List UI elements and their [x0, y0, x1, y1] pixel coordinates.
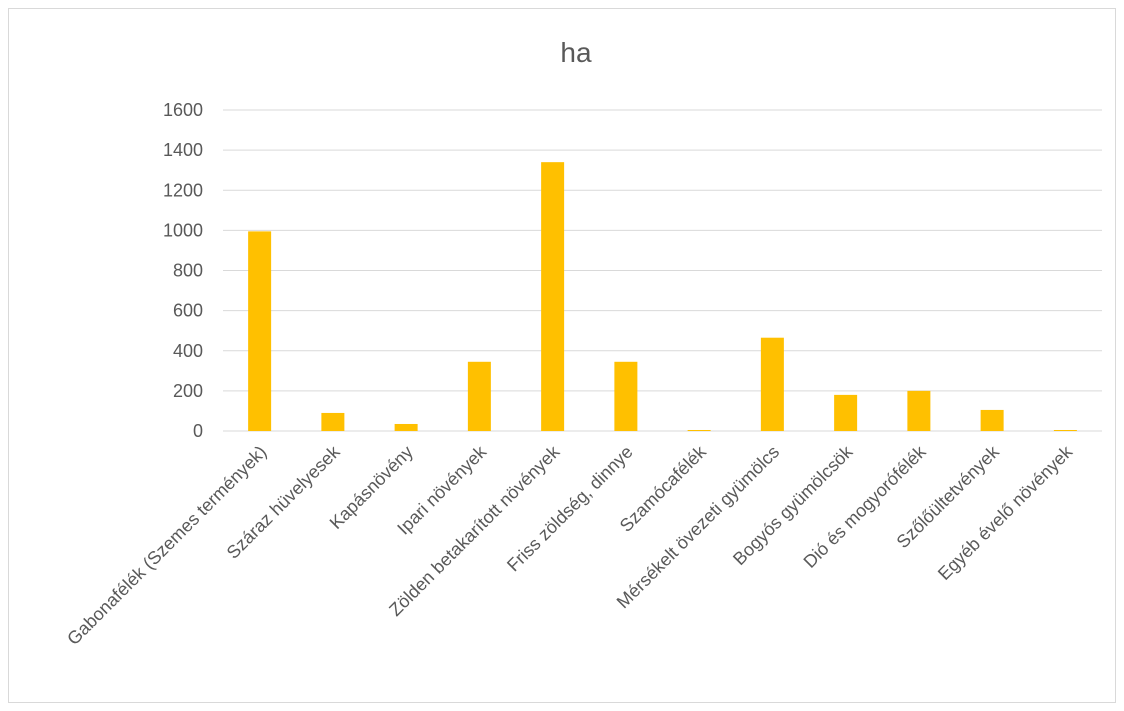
y-tick-label: 600: [173, 301, 203, 321]
y-tick-label: 0: [193, 421, 203, 441]
y-tick-label: 1600: [163, 100, 203, 120]
bar: [321, 412, 345, 431]
bar: [687, 429, 711, 431]
chart-title: ha: [560, 37, 592, 68]
y-tick-label: 800: [173, 261, 203, 281]
gridlines: [223, 109, 1102, 432]
y-tick-label: 1400: [163, 140, 203, 160]
bar: [467, 361, 491, 431]
bars: [248, 162, 1077, 431]
y-axis-tick-labels: 0 200 400 600 800 1000 1200 1400 1600: [163, 100, 203, 441]
chart-area: ha 0 200 400 600 800 1000 1200 1400 1600 Gabonaf…: [8, 8, 1116, 703]
x-axis-category-labels: Gabonafélék (Szemes termények)Száraz hüv…: [63, 441, 1077, 649]
bar: [614, 361, 638, 431]
bar: [834, 394, 858, 431]
y-tick-label: 200: [173, 381, 203, 401]
x-category-label: Friss zöldség, dinnye: [503, 442, 637, 576]
bar: [1053, 429, 1077, 431]
x-category-label: Bogyós gyümölcsök: [729, 441, 857, 569]
y-tick-label: 1200: [163, 180, 203, 200]
bar: [760, 337, 784, 431]
bar: [980, 409, 1004, 431]
x-category-label: Dió és mogyorófélék: [800, 441, 931, 572]
bar: [248, 231, 272, 431]
bar: [394, 423, 418, 431]
y-tick-label: 400: [173, 341, 203, 361]
x-category-label: Egyéb évelő növények: [934, 441, 1077, 584]
bar: [907, 390, 931, 431]
bar-chart: ha 0 200 400 600 800 1000 1200 1400 1600 Gabonaf…: [63, 37, 1102, 649]
bar: [541, 162, 565, 431]
y-tick-label: 1000: [163, 220, 203, 240]
